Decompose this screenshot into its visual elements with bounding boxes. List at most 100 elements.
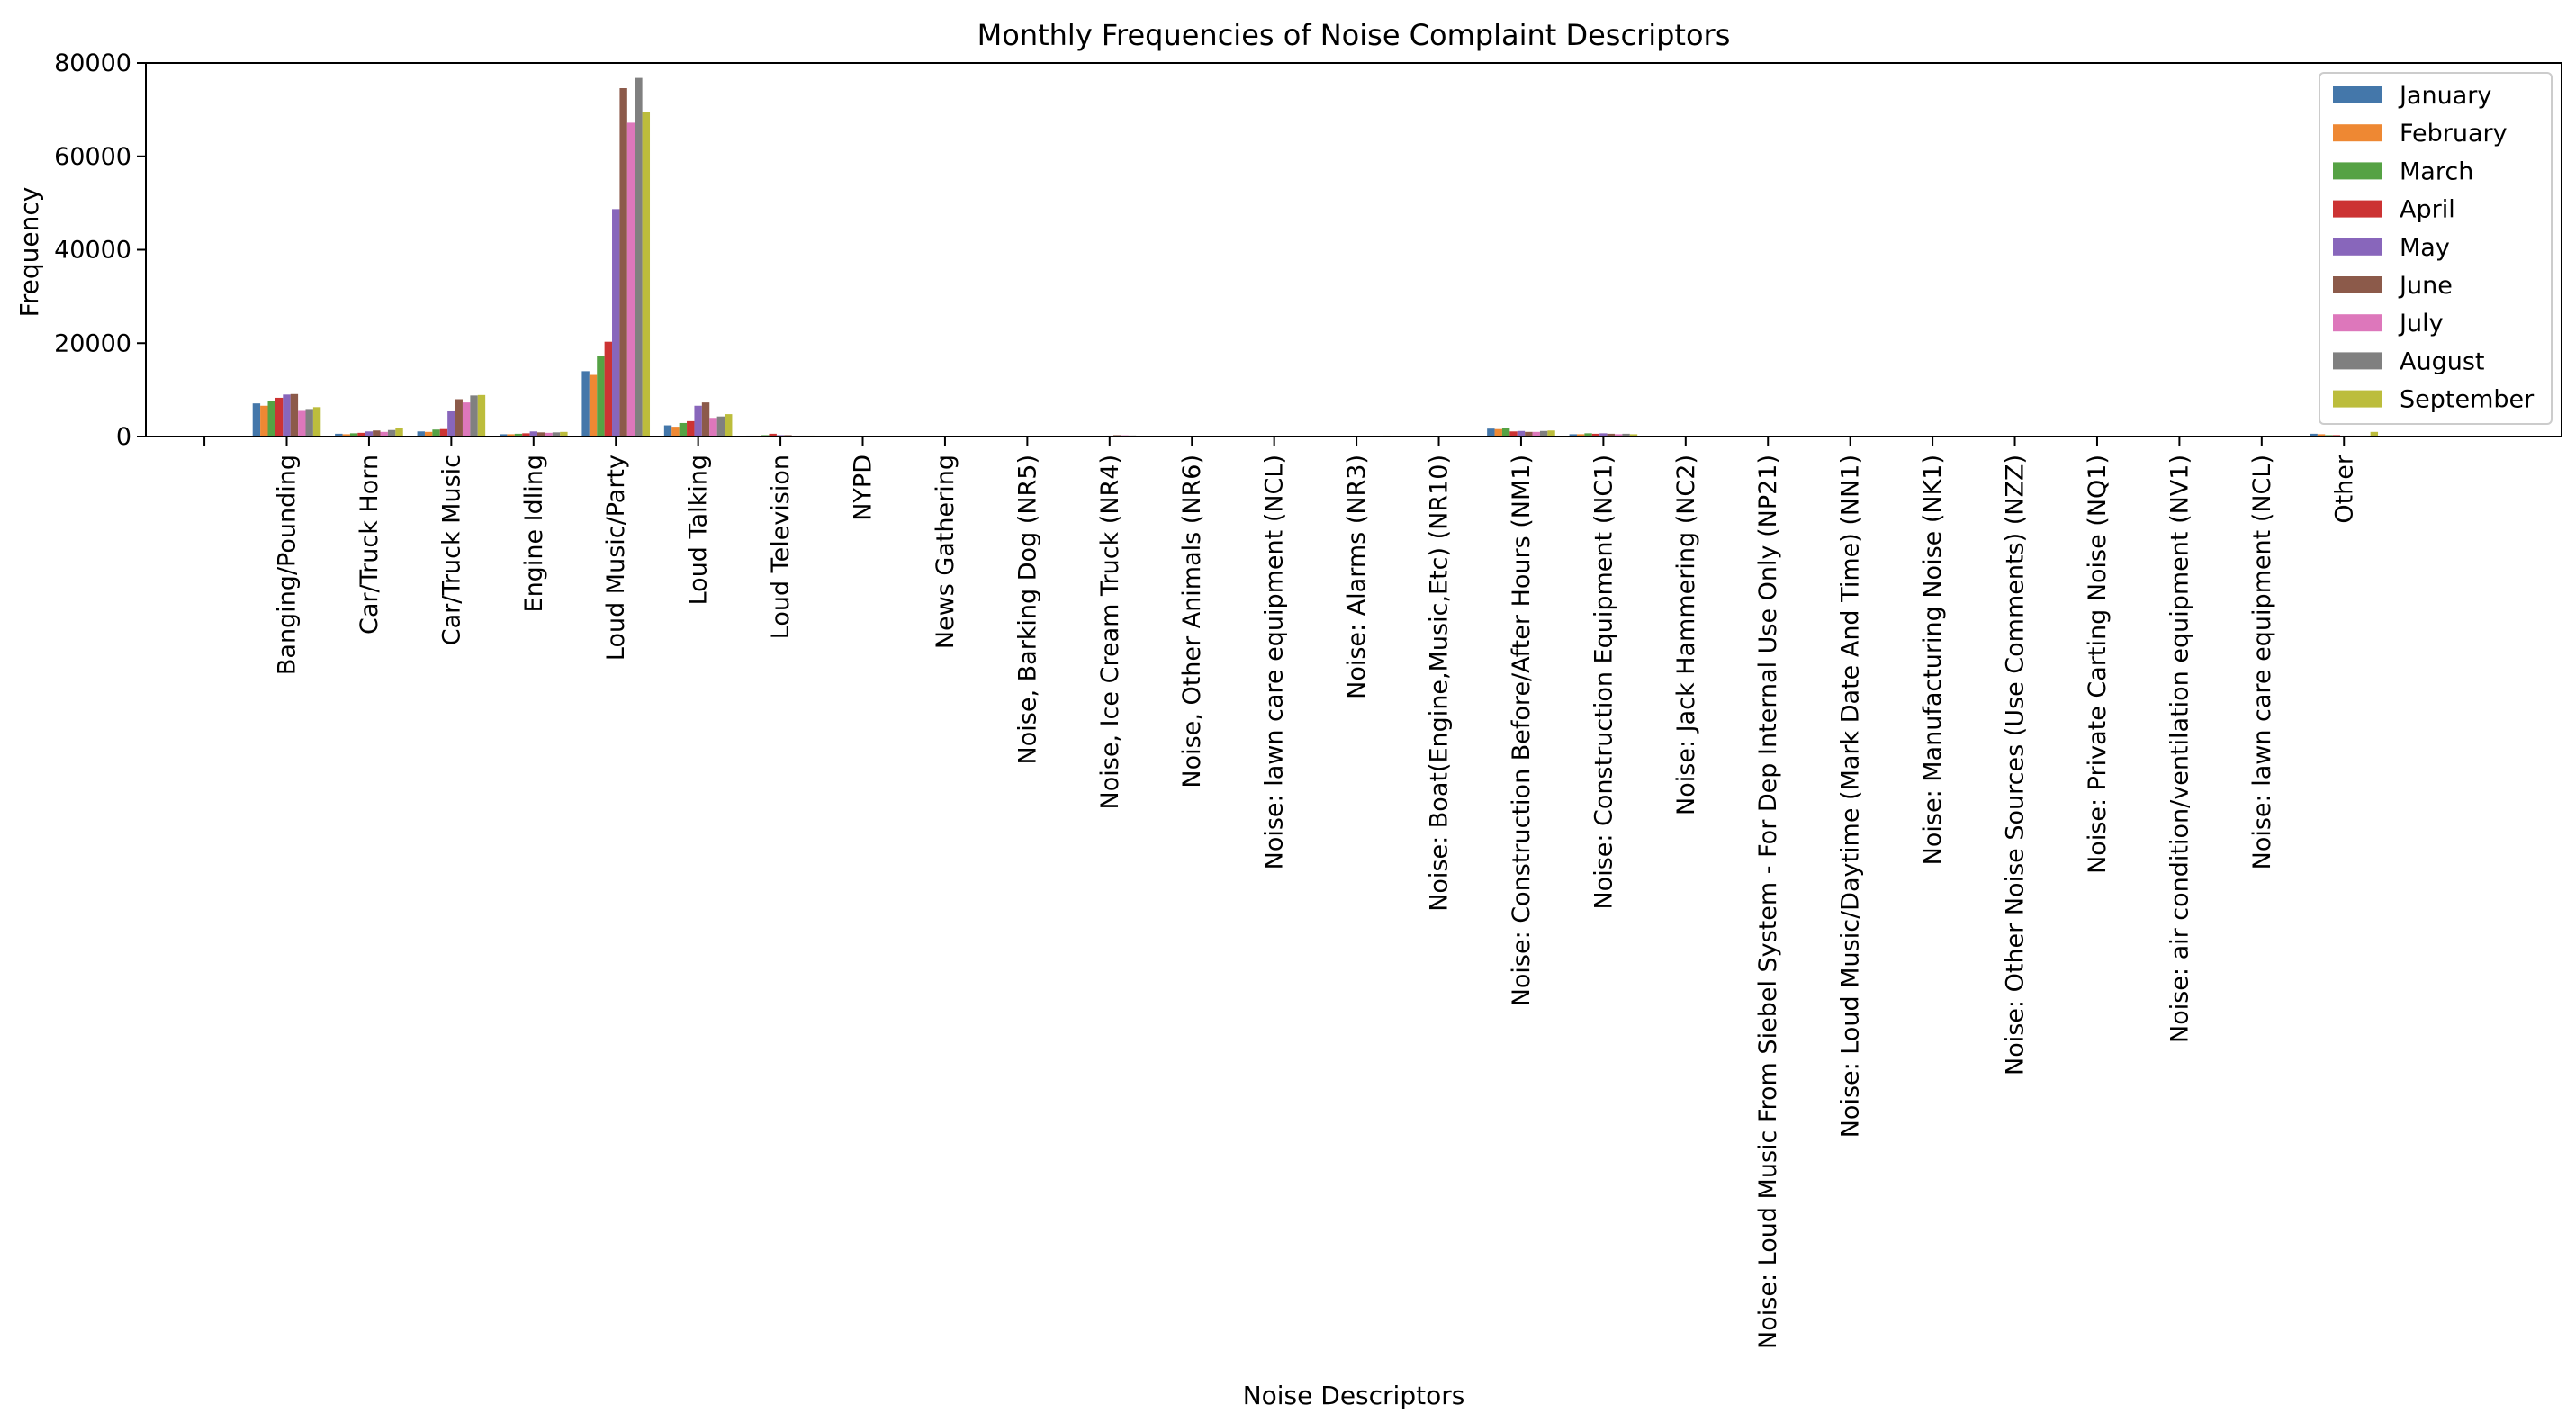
bar-february-5 — [589, 374, 598, 436]
bar-august-5 — [635, 77, 643, 436]
legend-swatch-june — [2333, 276, 2382, 293]
x-tick-label: Banging/Pounding — [274, 454, 302, 675]
bar-april-7 — [769, 433, 777, 436]
bar-july-17 — [1614, 434, 1623, 436]
bar-may-1 — [283, 394, 291, 436]
bar-march-3 — [432, 429, 440, 436]
bar-september-26 — [2370, 431, 2379, 436]
bar-january-5 — [581, 371, 590, 437]
bar-january-16 — [1487, 428, 1495, 436]
bar-january-3 — [417, 431, 425, 436]
y-tick-label: 0 — [116, 423, 131, 451]
x-tick-label: NYPD — [850, 454, 878, 521]
bar-july-2 — [380, 431, 388, 436]
x-tick-label: Noise, Barking Dog (NR5) — [1013, 454, 1041, 764]
x-tick-label: Noise, Ice Cream Truck (NR4) — [1096, 454, 1124, 809]
bar-july-4 — [545, 432, 553, 436]
bar-march-17 — [1584, 433, 1592, 436]
legend-swatch-april — [2333, 200, 2382, 218]
bar-april-6 — [687, 420, 695, 436]
bar-february-6 — [671, 427, 680, 436]
bar-april-1 — [275, 397, 284, 436]
bar-june-16 — [1525, 431, 1533, 436]
bar-april-16 — [1509, 431, 1518, 436]
x-tick-label: Loud Talking — [685, 454, 713, 605]
bar-august-3 — [470, 395, 478, 436]
bar-september-2 — [395, 428, 403, 436]
bar-july-3 — [462, 402, 471, 436]
bar-may-5 — [612, 209, 620, 436]
legend-label-may: May — [2400, 234, 2450, 262]
x-tick-label: Noise: air condition/ventilation equipme… — [2166, 454, 2193, 1043]
bars-group — [252, 77, 2379, 437]
legend-label-july: July — [2398, 310, 2444, 338]
bar-july-16 — [1532, 431, 1540, 436]
legend-swatch-september — [2333, 390, 2382, 408]
y-tick-label: 40000 — [54, 237, 131, 265]
bar-february-1 — [260, 405, 268, 436]
bar-august-2 — [387, 429, 396, 436]
y-ticks-group: 0 20000 40000 60000 80000 — [54, 50, 146, 451]
bar-march-2 — [349, 433, 358, 436]
x-tick-label: Loud Music/Party — [602, 454, 630, 661]
legend-swatch-august — [2333, 352, 2382, 370]
x-tick-label: Noise: Loud Music From Siebel System - F… — [1754, 454, 1782, 1349]
bar-september-5 — [642, 112, 651, 436]
legend-label-september: September — [2400, 386, 2535, 414]
bar-june-1 — [290, 393, 299, 436]
x-tick-label: Noise: Other Noise Sources (Use Comments… — [2002, 454, 2030, 1076]
bar-august-6 — [716, 416, 725, 436]
legend-label-august: August — [2400, 347, 2485, 375]
bar-september-6 — [725, 414, 733, 436]
bar-may-4 — [529, 431, 537, 436]
bar-march-6 — [679, 422, 688, 436]
bar-june-3 — [455, 399, 463, 436]
bar-may-6 — [694, 405, 702, 436]
bar-september-16 — [1547, 430, 1555, 436]
x-axis-label: Noise Descriptors — [1243, 1381, 1465, 1410]
legend-swatch-january — [2333, 86, 2382, 104]
bar-june-4 — [536, 432, 545, 436]
x-tick-label: Noise, Other Animals (NR6) — [1178, 454, 1206, 788]
bar-april-2 — [357, 432, 365, 436]
bar-september-1 — [312, 407, 321, 436]
bar-may-2 — [365, 431, 374, 436]
bar-april-17 — [1591, 433, 1600, 436]
legend: January February March April May June July Augu… — [2319, 72, 2553, 425]
legend-label-june: June — [2398, 272, 2453, 300]
bar-april-3 — [439, 428, 448, 436]
x-tick-label: Noise: Alarms (NR3) — [1343, 454, 1371, 699]
legend-frame — [2319, 72, 2553, 425]
bar-january-6 — [663, 425, 672, 436]
bar-january-1 — [252, 403, 261, 436]
bar-august-16 — [1539, 430, 1548, 436]
y-tick-label: 20000 — [54, 329, 131, 357]
bar-september-4 — [560, 431, 568, 436]
bar-august-1 — [305, 409, 313, 436]
x-tick-label: Noise: Boat(Engine,Music,Etc) (NR10) — [1426, 454, 1454, 912]
legend-label-february: February — [2400, 120, 2508, 148]
y-tick-label: 60000 — [54, 143, 131, 171]
x-tick-label: Noise: lawn care equipment (NCL) — [1261, 454, 1289, 869]
bar-may-17 — [1599, 433, 1608, 436]
y-axis-label: Frequency — [14, 187, 44, 318]
y-tick-label: 80000 — [54, 50, 131, 77]
x-tick-label: Other — [2330, 454, 2358, 524]
bar-august-4 — [552, 432, 561, 436]
legend-swatch-march — [2333, 162, 2382, 180]
x-tick-label: Noise: Jack Hammering (NC2) — [1672, 454, 1700, 815]
bar-june-6 — [701, 402, 710, 436]
bar-june-5 — [619, 88, 627, 436]
x-tick-label: Noise: Private Carting Noise (NQ1) — [2084, 454, 2112, 874]
bar-february-3 — [424, 431, 433, 436]
bar-march-5 — [597, 356, 605, 436]
bar-may-3 — [447, 410, 455, 436]
bar-june-17 — [1607, 433, 1615, 436]
bar-september-17 — [1629, 434, 1638, 436]
legend-swatch-may — [2333, 238, 2382, 256]
legend-label-march: March — [2400, 158, 2473, 185]
legend-swatch-february — [2333, 124, 2382, 142]
chart-title: Monthly Frequencies of Noise Complaint D… — [977, 18, 1731, 52]
bar-march-4 — [514, 433, 523, 436]
